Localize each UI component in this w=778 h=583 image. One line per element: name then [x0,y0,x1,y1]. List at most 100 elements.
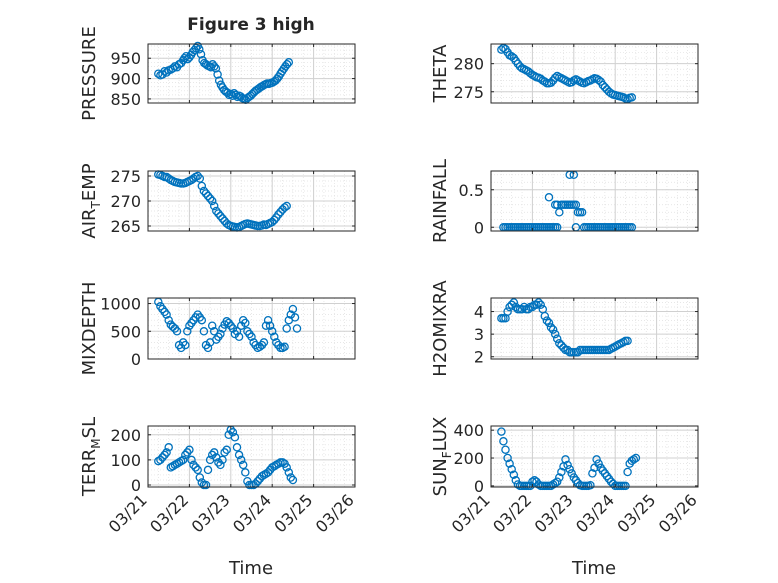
data-point [234,450,244,460]
data-point [218,455,227,465]
y-axis-label: MIXDEPTH [79,282,100,376]
y-tick-label: 3 [474,325,484,344]
data-point [241,318,250,328]
data-series [154,297,302,353]
y-tick-label: 850 [110,90,141,109]
data-point [216,329,225,339]
data-point [209,201,219,211]
data-point [627,93,637,102]
data-point [162,68,171,77]
data-point [555,338,564,348]
data-series [154,170,291,232]
data-point [540,77,550,86]
data-point [211,64,221,73]
y-axis-label: TERRMSL [79,417,103,497]
y-axis-label: PRESSURE [79,26,100,121]
y-tick-label: 500 [110,322,141,341]
data-point [220,448,229,457]
y-tick-label: 0 [474,477,484,496]
minor-grid [491,171,698,231]
data-point [193,171,202,181]
y-tick-label: 2 [474,348,484,367]
data-point [555,473,564,482]
subplot-rainfall: 0 0.5 RAINFALL [430,159,699,243]
data-point [280,203,289,212]
data-point [278,458,287,467]
data-point [195,473,205,482]
y-tick-label: 1000 [100,295,141,314]
data-point [232,327,242,336]
data-point [203,191,213,201]
data-point [197,478,207,487]
data-point [544,318,554,328]
y-axis-label: RAINFALL [430,159,451,243]
data-point [561,455,570,464]
data-point [199,327,209,336]
data-point [563,460,572,470]
data-point [195,45,204,54]
data-point [629,455,639,464]
data-point [228,428,238,437]
data-point [181,340,190,350]
y-axis-label-tail: EMP [79,163,100,201]
data-point [594,459,603,468]
data-point [548,325,558,334]
data-point [164,315,173,325]
data-point [234,332,244,342]
y-tick-label: 900 [110,70,141,89]
data-point [176,343,186,353]
data-point [286,473,296,482]
data-point [214,76,224,85]
data-point [185,445,194,455]
data-point [507,464,516,474]
data-point [631,453,641,463]
data-point [267,327,277,336]
y-tick-label: 950 [110,49,141,68]
data-point [231,90,241,100]
data-point [199,186,209,196]
data-point [216,460,225,470]
data-point [552,334,562,343]
data-point [214,209,223,218]
data-point [544,193,554,202]
data-point [513,480,523,489]
y-axis-label-tail: SL [79,417,100,438]
data-point [212,206,221,216]
data-point [209,62,219,71]
x-axis-label-left: Time [228,558,273,579]
data-point [501,445,510,454]
data-point [207,321,217,330]
data-point [270,215,279,225]
data-point [178,455,188,465]
y-axis-label: H2OMIXRA [430,280,451,377]
data-point [203,465,213,475]
y-tick-label: 265 [110,217,141,236]
data-point [222,445,231,455]
data-point [507,300,516,310]
data-point [526,68,535,78]
y-tick-label: 4 [474,303,484,322]
data-point [546,78,556,88]
data-point [555,208,564,217]
y-tick-label: 270 [110,192,141,211]
data-point [284,468,294,477]
minor-grid [148,44,355,104]
y-axis-label-main: MIXDEPTH [79,282,100,376]
data-point [209,448,219,457]
data-point [542,316,552,325]
data-point [270,332,279,342]
y-axis-label-main: RAINFALL [430,159,451,243]
data-point [621,481,630,491]
axes-box [490,43,699,104]
data-point [216,211,225,221]
y-tick-label: 280 [453,55,484,74]
data-point [263,315,273,325]
data-point [263,468,273,477]
y-tick-label: 0 [131,350,141,369]
data-point [201,189,211,198]
data-point [191,463,200,472]
data-point [168,64,178,73]
data-point [550,329,560,339]
y-tick-label: 0 [474,218,484,237]
data-point [193,465,202,475]
